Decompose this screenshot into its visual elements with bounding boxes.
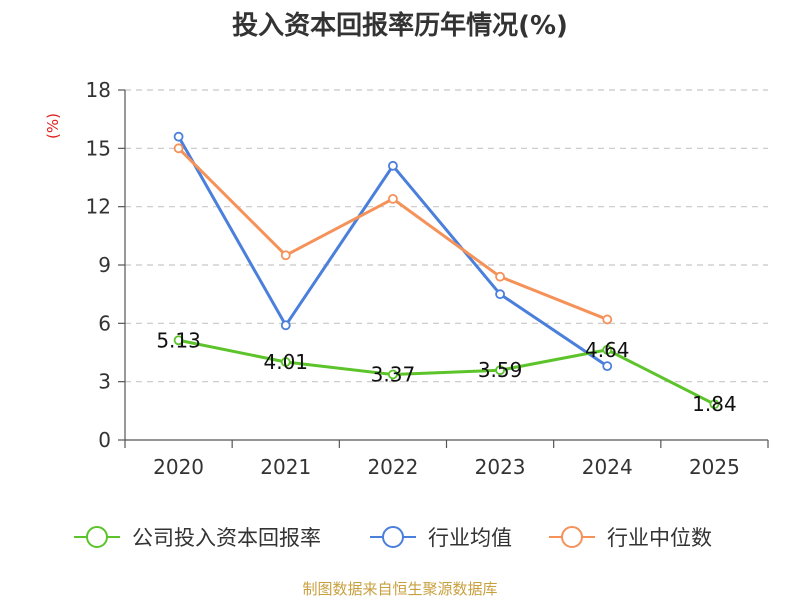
- series-line: [178, 338, 716, 406]
- y-tick-label: 18: [86, 78, 111, 102]
- data-point[interactable]: [173, 131, 184, 142]
- x-tick-label: 2022: [367, 455, 418, 479]
- data-point[interactable]: [602, 314, 613, 325]
- data-point[interactable]: [388, 369, 398, 380]
- series-line: [177, 135, 609, 368]
- data-point[interactable]: [602, 361, 613, 372]
- x-tick-label: 2021: [260, 455, 311, 479]
- data-point[interactable]: [173, 335, 184, 346]
- grid-lines: [125, 89, 768, 383]
- data-point[interactable]: [280, 357, 291, 367]
- data-label: 5.13: [156, 328, 201, 352]
- data-label: 4.01: [263, 350, 308, 374]
- data-point[interactable]: [280, 320, 291, 331]
- data-point[interactable]: [495, 289, 505, 300]
- series-line: [177, 147, 608, 321]
- y-tick-label: 15: [86, 136, 111, 160]
- data-point[interactable]: [280, 250, 291, 261]
- x-tick-label: 2024: [582, 455, 633, 479]
- x-tick-label: 2023: [475, 455, 526, 479]
- data-point[interactable]: [495, 365, 505, 376]
- source-note: 制图数据来自恒生聚源数据库: [302, 580, 497, 598]
- data-point[interactable]: [602, 344, 613, 355]
- legend-label[interactable]: 行业中位数: [607, 526, 712, 550]
- data-label: 3.59: [478, 358, 523, 382]
- y-tick-label: 12: [86, 195, 111, 219]
- data-labels: 5.13 4.01 3.37 3.59 4.64 1.84: [156, 328, 736, 416]
- data-point[interactable]: [495, 271, 505, 282]
- x-tick-label: 2020: [153, 455, 204, 479]
- series-lines: [173, 131, 720, 410]
- legend-swatch-marker: [382, 526, 404, 548]
- data-label: 1.84: [692, 392, 737, 416]
- y-tick-label: 9: [98, 253, 111, 277]
- data-label: 3.37: [371, 362, 416, 386]
- data-point[interactable]: [173, 143, 184, 154]
- y-tick-label: 6: [98, 311, 111, 335]
- chart-title: 投入资本回报率历年情况(%): [232, 10, 568, 41]
- axes: 0 3 6 9 12 15 18 2020 2021 2022 2023 2024 2025: [86, 78, 769, 479]
- y-axis-unit-label: (%): [44, 113, 62, 139]
- y-tick-label: 0: [98, 428, 111, 452]
- legend-swatch-marker: [561, 526, 583, 548]
- data-point[interactable]: [388, 160, 398, 171]
- legend-label[interactable]: 公司投入资本回报率: [132, 526, 321, 550]
- data-point[interactable]: [709, 399, 720, 410]
- y-tick-label: 3: [98, 370, 111, 394]
- legend-swatch-marker: [86, 526, 108, 548]
- x-tick-label: 2025: [689, 455, 740, 479]
- legend: 公司投入资本回报率 行业均值 行业中位数: [74, 526, 712, 550]
- legend-label[interactable]: 行业均值: [428, 526, 512, 550]
- data-label: 4.64: [585, 338, 630, 362]
- data-point[interactable]: [388, 193, 398, 204]
